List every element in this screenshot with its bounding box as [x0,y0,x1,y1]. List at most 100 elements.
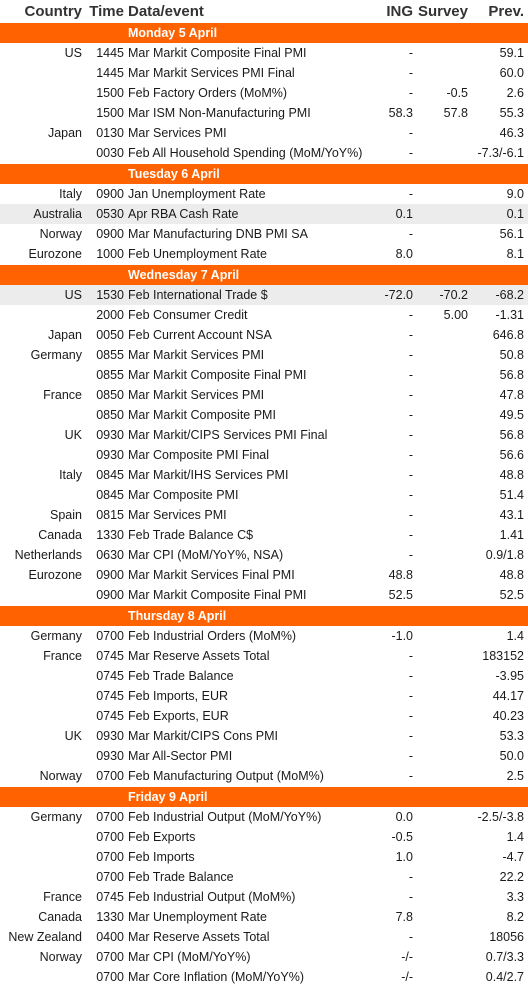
ing-forecast-cell: - [408,328,413,342]
country-cell: Italy [59,468,82,482]
ing-forecast-cell: 1.0 [395,850,413,864]
event-cell: Feb Imports, EUR [128,689,229,703]
ing-forecast-cell: 8.0 [395,247,413,261]
event-cell: Mar Manufacturing DNB PMI SA [128,227,308,241]
ing-forecast-cell: - [408,729,413,743]
ing-forecast-cell: - [408,930,413,944]
previous-value-cell: 53.3 [499,729,524,743]
event-cell: Mar Composite PMI Final [128,448,270,462]
previous-value-cell: 2.6 [506,86,524,100]
previous-value-cell: 46.3 [499,126,524,140]
ing-forecast-cell: -/- [401,970,413,984]
time-cell: 0930 [96,729,124,743]
ing-forecast-cell: - [408,46,413,60]
time-cell: 0745 [96,709,124,723]
time-cell: 0900 [96,588,124,602]
table-row: US 1445 Mar Markit Composite Final PMI - 59.… [0,43,528,63]
event-cell: Feb Consumer Credit [128,308,248,322]
table-row: France 0745 Feb Industrial Output (MoM%) - 3… [0,887,528,907]
event-cell: Feb Industrial Output (MoM/YoY%) [128,810,322,824]
event-cell: Mar Core Inflation (MoM/YoY%) [128,970,304,984]
time-cell: 0900 [96,568,124,582]
country-cell: US [64,288,82,302]
event-cell: Mar CPI (MoM/YoY%) [128,950,251,964]
header-event: Data/event [128,2,204,20]
table-row: 0930 Mar Composite PMI Final - 56.6 [0,445,528,465]
table-row: France 0745 Mar Reserve Assets Total - 18315… [0,646,528,666]
event-cell: Mar Reserve Assets Total [128,649,270,663]
country-cell: France [43,890,82,904]
previous-value-cell: 47.8 [499,388,524,402]
time-cell: 0815 [96,508,124,522]
survey-cell: 5.00 [443,308,468,322]
event-cell: Mar Markit Composite PMI [128,408,276,422]
day-label: Tuesday 6 April [128,167,220,181]
ing-forecast-cell: - [408,890,413,904]
time-cell: 0745 [96,689,124,703]
table-row: 1500 Mar ISM Non-Manufacturing PMI 58.3 57.… [0,103,528,123]
previous-value-cell: 8.1 [506,247,524,261]
country-cell: UK [64,729,82,743]
time-cell: 0030 [96,146,124,160]
ing-forecast-cell: - [408,528,413,542]
table-row: Norway 0900 Mar Manufacturing DNB PMI SA - 5… [0,224,528,244]
previous-value-cell: 2.5 [506,769,524,783]
previous-value-cell: 40.23 [492,709,524,723]
country-cell: Spain [50,508,82,522]
time-cell: 1530 [96,288,124,302]
ing-forecast-cell: - [408,428,413,442]
event-cell: Mar Reserve Assets Total [128,930,270,944]
country-cell: US [64,46,82,60]
table-row: UK 0930 Mar Markit/CIPS Cons PMI - 53.3 [0,726,528,746]
table-row: Japan 0130 Mar Services PMI - 46.3 [0,123,528,143]
event-cell: Mar ISM Non-Manufacturing PMI [128,106,311,120]
time-cell: 0130 [96,126,124,140]
previous-value-cell: 56.8 [499,368,524,382]
table-row: 0845 Mar Composite PMI - 51.4 [0,485,528,505]
table-row: Canada 1330 Feb Trade Balance C$ - 1.41 [0,525,528,545]
event-cell: Mar Markit Composite Final PMI [128,368,307,382]
time-cell: 0900 [96,227,124,241]
table-row: Germany 0700 Feb Industrial Output (MoM/Yo… [0,807,528,827]
table-row: Netherlands 0630 Mar CPI (MoM/YoY%, NSA) - 0… [0,545,528,565]
table-row: 0850 Mar Markit Composite PMI - 49.5 [0,405,528,425]
time-cell: 0700 [96,810,124,824]
country-cell: Eurozone [28,568,82,582]
event-cell: Feb All Household Spending (MoM/YoY%) [128,146,363,160]
table-row: 0700 Feb Trade Balance - 22.2 [0,867,528,887]
time-cell: 0845 [96,468,124,482]
previous-value-cell: 1.4 [506,830,524,844]
time-cell: 1330 [96,910,124,924]
time-cell: 0745 [96,890,124,904]
table-row: 1445 Mar Markit Services PMI Final - 60.0 [0,63,528,83]
ing-forecast-cell: - [408,308,413,322]
table-row: 0745 Feb Trade Balance - -3.95 [0,666,528,686]
ing-forecast-cell: - [408,870,413,884]
country-cell: Japan [47,328,82,342]
event-cell: Mar Markit/IHS Services PMI [128,468,289,482]
event-cell: Mar Markit Services PMI [128,348,265,362]
header-time: Time [89,2,124,20]
header-country: Country [24,2,83,20]
time-cell: 0700 [96,950,124,964]
previous-value-cell: 48.8 [499,568,524,582]
ing-forecast-cell: -72.0 [384,288,414,302]
previous-value-cell: 49.5 [499,408,524,422]
table-row: 0930 Mar All-Sector PMI - 50.0 [0,746,528,766]
ing-forecast-cell: - [408,86,413,100]
ing-forecast-cell: - [408,689,413,703]
time-cell: 0400 [96,930,124,944]
event-cell: Mar Markit Services Final PMI [128,568,295,582]
previous-value-cell: 0.4/2.7 [485,970,524,984]
day-label: Friday 9 April [128,790,208,804]
ing-forecast-cell: -0.5 [391,830,413,844]
day-header: Monday 5 April [0,22,528,43]
ing-forecast-cell: - [408,508,413,522]
previous-value-cell: 9.0 [506,187,524,201]
previous-value-cell: 60.0 [499,66,524,80]
ing-forecast-cell: - [408,368,413,382]
event-cell: Feb Trade Balance [128,669,234,683]
event-cell: Feb Factory Orders (MoM%) [128,86,288,100]
previous-value-cell: 55.3 [499,106,524,120]
previous-value-cell: 51.4 [499,488,524,502]
